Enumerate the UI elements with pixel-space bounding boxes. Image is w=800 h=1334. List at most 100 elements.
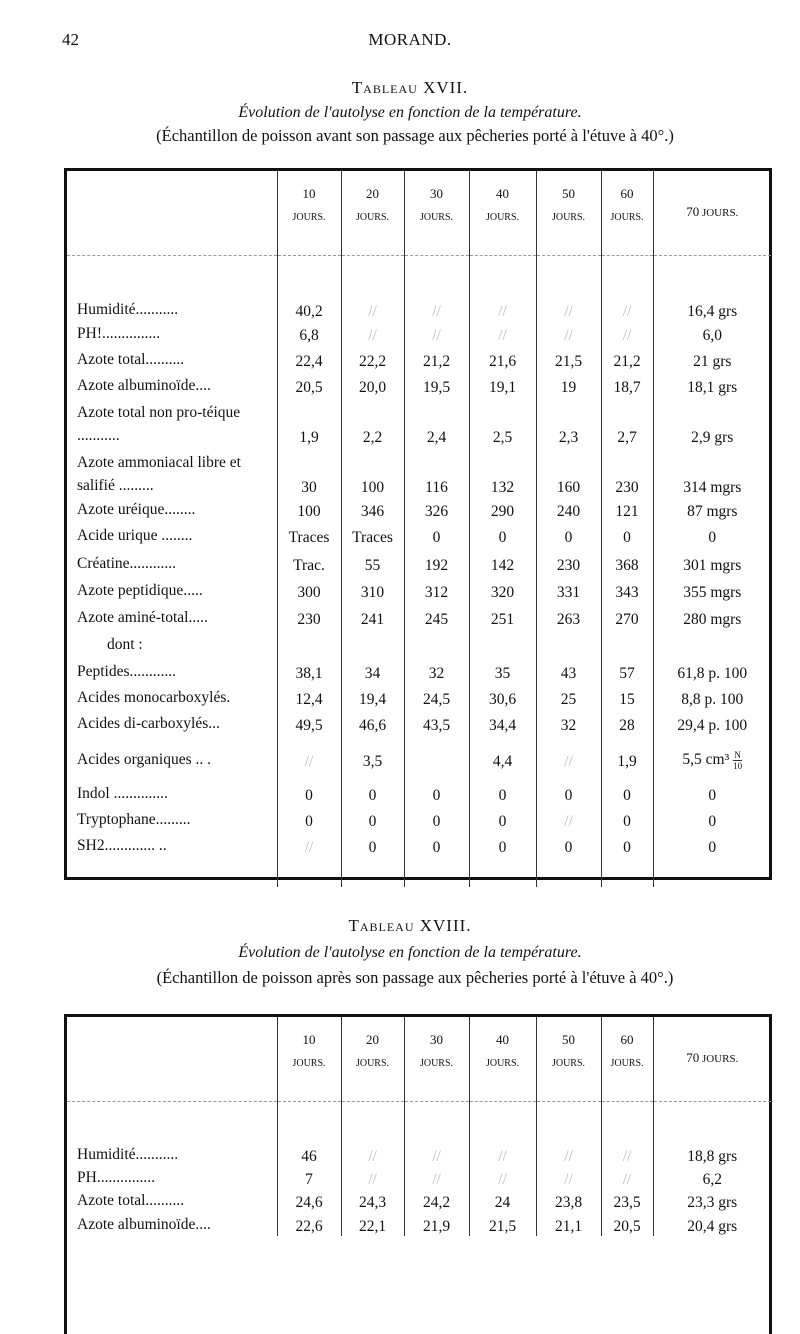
value-cell: 331	[535, 575, 601, 602]
row-label: Peptides............	[77, 663, 177, 680]
value-cell: 280 mgrs	[652, 602, 771, 629]
column-number: 30	[430, 1032, 443, 1047]
cell-value: 18,1 grs	[687, 379, 738, 396]
table-row: Acides di-carboxylés... 49,5 46,6 43,5 34,4 3…	[67, 709, 771, 735]
column-header: 40 JOURS.	[468, 1017, 536, 1102]
value-cell: 49,5	[276, 709, 341, 735]
value-cell: 4,4	[468, 735, 536, 771]
column-header: 40 JOURS.	[468, 171, 536, 256]
cell-value: 0	[432, 787, 441, 804]
value-cell: 57	[600, 656, 653, 683]
column-header: 50 JOURS.	[535, 171, 601, 256]
row-label: Azote albuminoïde....	[77, 377, 211, 394]
value-cell: 30	[276, 447, 341, 497]
value-cell: 1,9	[276, 397, 341, 447]
cell-value: //	[304, 753, 314, 770]
cell-value: 23,5	[613, 1194, 641, 1211]
column-unit: JOURS.	[355, 1058, 390, 1069]
cell-value: 0	[564, 529, 573, 546]
cell-value: 241	[360, 611, 385, 628]
cell-value: 18,7	[613, 379, 641, 396]
value-cell: 346	[340, 497, 404, 521]
value-cell: 230	[276, 602, 341, 629]
value-cell: 34	[340, 656, 404, 683]
column-number: 40	[496, 186, 509, 201]
value-cell: 19,5	[403, 371, 469, 397]
value-cell: 20,5	[600, 1212, 653, 1236]
spacer-cell	[652, 1101, 771, 1143]
table-row: dont :	[67, 629, 771, 656]
cell-value: 0	[708, 813, 717, 830]
cell-value: 19,4	[358, 691, 387, 708]
value-cell: 21,5	[535, 345, 601, 371]
value-cell: 46,6	[340, 709, 404, 735]
value-cell: 192	[403, 547, 469, 575]
spacer-cell	[600, 1101, 653, 1143]
value-cell: 0	[600, 521, 653, 547]
column-unit: JOURS.	[551, 212, 586, 223]
cell-value: 35	[494, 665, 511, 682]
cell-value: //	[498, 1171, 507, 1188]
column-header: 10 JOURS.	[276, 171, 341, 256]
column-header: 20 JOURS.	[340, 1017, 404, 1102]
cell-value: 355 mgrs	[683, 584, 742, 601]
cell-value: 230	[297, 611, 321, 628]
cell-value: 0	[708, 529, 717, 546]
cell-value: 300	[297, 584, 321, 601]
cell-value: 22,6	[295, 1218, 323, 1235]
cell-value: //	[622, 327, 632, 344]
value-cell: //	[535, 735, 601, 771]
row-label: PH...............	[77, 1169, 155, 1186]
cell-value: 310	[360, 584, 385, 601]
value-cell: //	[340, 1143, 404, 1166]
value-cell: 6,0	[652, 321, 771, 345]
cell-value: 21,2	[613, 353, 641, 370]
cell-value: 6,0	[702, 327, 722, 344]
cell-value: 19	[560, 379, 577, 396]
value-cell: 230	[600, 447, 653, 497]
value-cell: 16,4 grs	[652, 297, 771, 321]
cell-value: 240	[556, 503, 581, 520]
cell-value: 0	[623, 787, 631, 804]
value-cell	[468, 629, 536, 656]
value-cell	[535, 629, 601, 656]
row-label: Azote total non pro-téique ...........	[77, 404, 241, 444]
row-label: Tryptophane.........	[77, 811, 191, 828]
cell-value: 22,2	[358, 353, 387, 370]
value-cell: //	[600, 321, 653, 345]
value-cell: //	[468, 321, 536, 345]
header-row: 10 JOURS. 20 JOURS. 30 JOURS. 40 JOURS. 50 JOURS.…	[67, 171, 771, 256]
value-cell: 312	[403, 575, 469, 602]
header-blank	[67, 171, 277, 256]
spacer-row	[67, 857, 771, 887]
spacer-cell	[403, 857, 469, 887]
value-cell: //	[535, 1143, 601, 1166]
value-cell: 23,8	[535, 1189, 601, 1212]
column-header: 60 JOURS.	[600, 1017, 653, 1102]
cell-value: 7	[305, 1171, 313, 1188]
cell-value: 2,2	[362, 429, 383, 446]
value-cell: 20,5	[276, 371, 341, 397]
cell-value: //	[498, 303, 507, 320]
row-label: PH!...............	[77, 325, 161, 342]
value-cell: 0	[276, 771, 341, 805]
value-cell: 300	[276, 575, 341, 602]
value-cell	[600, 629, 653, 656]
cell-value: 24,3	[358, 1194, 387, 1211]
value-cell	[340, 629, 404, 656]
spacer-cell	[468, 1101, 536, 1143]
cell-value: 368	[615, 557, 639, 574]
cell-value: //	[498, 1148, 507, 1165]
value-cell: 24,6	[276, 1189, 341, 1212]
value-cell: 0	[652, 771, 771, 805]
value-cell: 100	[340, 447, 404, 497]
spacer-cell	[535, 255, 601, 297]
value-cell: //	[600, 297, 653, 321]
row-label: Azote total..........	[77, 351, 185, 368]
value-cell: 2,9 grs	[652, 397, 771, 447]
cell-value: 2,3	[558, 429, 579, 446]
value-cell: 29,4 p. 100	[652, 709, 771, 735]
value-cell: 0	[403, 805, 469, 831]
table-18-subtitle: Évolution de l'autolyse en fonction de l…	[238, 944, 582, 961]
value-cell: 0	[652, 805, 771, 831]
